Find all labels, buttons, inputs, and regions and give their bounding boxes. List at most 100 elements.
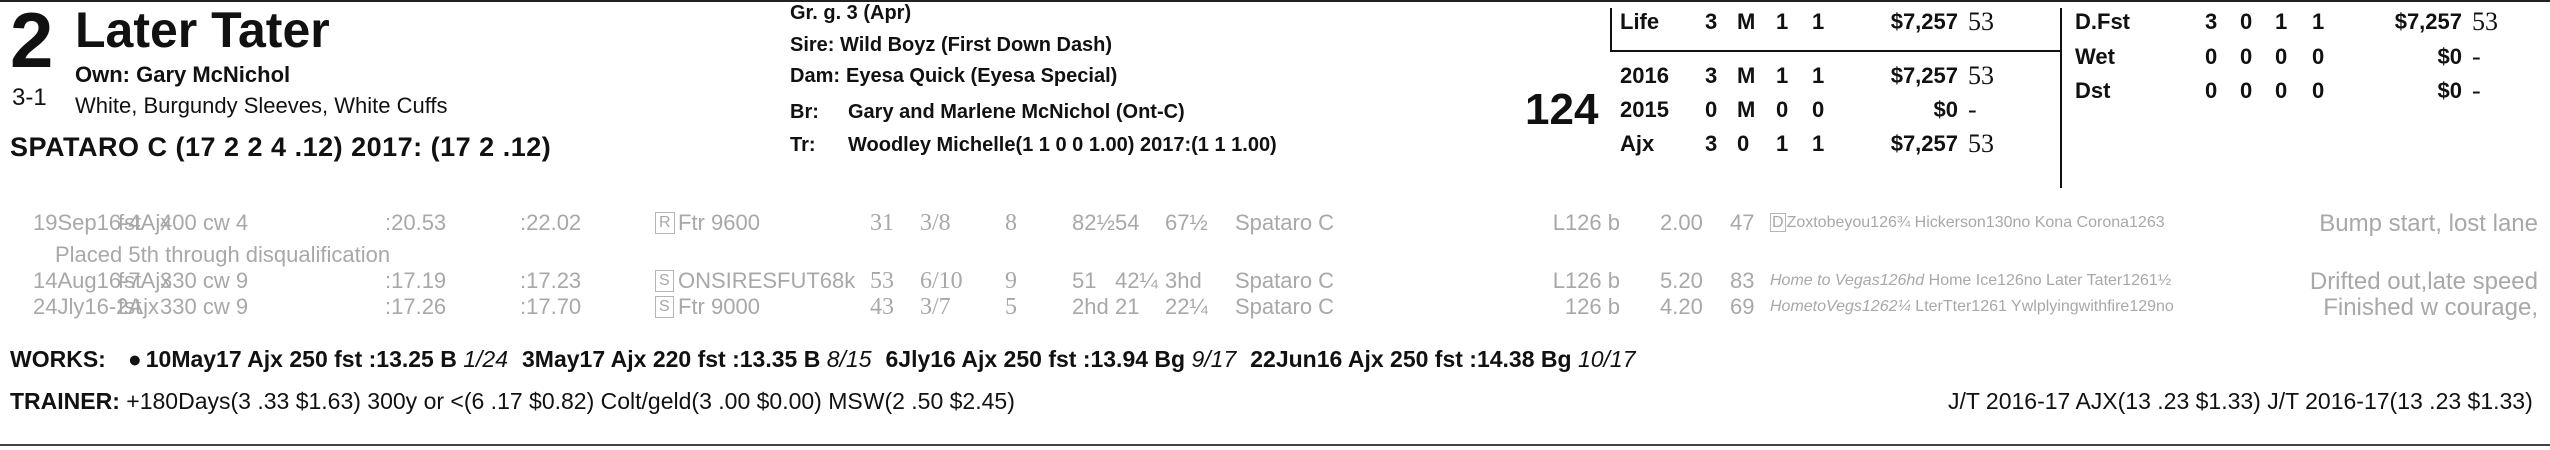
- record-label: Life: [1620, 9, 1660, 34]
- record-row-1: D.Fst 3 0 1 1 $7,257 53: [0, 4, 2550, 40]
- distance: 400 cw 4: [160, 210, 249, 235]
- first-call: 82½: [1072, 210, 1115, 235]
- rating: 69: [1730, 294, 1755, 319]
- record-p: 1: [1776, 9, 1789, 34]
- finish-position: 3hd: [1165, 268, 1202, 293]
- race-mark: R: [655, 212, 675, 234]
- trainer-label: Tr:: [790, 134, 816, 156]
- record-starts: 0: [1705, 97, 1718, 122]
- record-starts: 0: [2205, 44, 2218, 69]
- sire: Sire: Wild Boyz (First Down Dash): [790, 34, 1113, 56]
- track-condition: fst: [118, 210, 142, 235]
- company-line: HometoVegs1262¼ LterTter1261 Ywlplyingwi…: [1770, 298, 2174, 316]
- speed-figure: 31: [870, 210, 894, 236]
- assigned-weight: 124: [1525, 85, 1599, 134]
- fraction-2: :22.02: [520, 210, 582, 235]
- race-type: Ftr 9000: [678, 294, 760, 319]
- pp-line-3: 24Jly16-2Ajx fst 330 cw 9:17.26:17.70 43 3/7…: [0, 294, 2550, 324]
- finish-position: 22¼: [1165, 294, 1208, 319]
- race-mark: S: [655, 296, 674, 318]
- race-date: 19Sep16-4Ajx: [33, 210, 172, 235]
- bottom-divider: [0, 444, 2550, 446]
- dam-label: Dam:: [790, 65, 841, 87]
- first-call: 51: [1072, 268, 1097, 293]
- record-row-4: Ajx 3 0 1 1 $7,257 53: [0, 126, 2550, 162]
- pp-weight: 126 b: [1564, 294, 1620, 319]
- record-starts: 3: [1705, 9, 1718, 34]
- record-fig: -: [1968, 95, 1977, 124]
- start-position: 9: [1005, 268, 1017, 294]
- odds: 2.00: [1660, 210, 1703, 235]
- jockey-trainer-stats: J/T 2016-17 AJX(13 .23 $1.33) J/T 2016-1…: [1948, 388, 2533, 414]
- start-position: 8: [1005, 210, 1017, 236]
- race-type: ONSIRESFUT68k: [678, 268, 856, 293]
- breeder-value: Gary and Marlene McNichol (Ont-C): [848, 101, 1185, 123]
- record-earnings: $0: [2437, 44, 2462, 69]
- record-w: 0: [2240, 44, 2253, 69]
- trainer-stats-label: TRAINER:: [10, 388, 120, 414]
- work-item: 6Jly16 Ajx 250 fst :13.94 Bg 9/17: [885, 346, 1236, 372]
- record-fig: -: [2472, 76, 2481, 105]
- work-rank: 9/17: [1191, 346, 1237, 372]
- record-starts: 3: [1705, 63, 1718, 88]
- horse-description: Gr. g. 3 (Apr): [790, 2, 912, 24]
- work-item: 3May17 Ajx 220 fst :13.35 B 8/15: [522, 346, 871, 372]
- company-line: Home to Vegas126hd Home Ice126no Later T…: [1770, 272, 2171, 290]
- trainer-value: Woodley Michelle(1 1 0 0 1.00) 2017:(1 1…: [848, 134, 1277, 156]
- pp-line-1: 19Sep16-4Ajx fst 400 cw 4:20.53:22.02 31 3/8…: [0, 210, 2550, 240]
- race-mark: S: [655, 270, 674, 292]
- work-item: ● 10May17 Ajx 250 fst :13.25 B 1/24: [128, 346, 508, 372]
- record-box-divider: [2060, 8, 2062, 188]
- works-line: WORKS: ● 10May17 Ajx 250 fst :13.25 B 1/24…: [10, 346, 1650, 373]
- work-text: 22Jun16 Ajx 250 fst :14.38 Bg: [1250, 346, 1572, 372]
- odds: 4.20: [1660, 294, 1703, 319]
- speed-figure: 43: [870, 294, 894, 320]
- record-p: 1: [1776, 131, 1789, 156]
- work-rank: 8/15: [826, 346, 872, 372]
- record-row-3: Dst 0 0 0 0 $0-: [0, 73, 2550, 109]
- pp-jockey: Spataro C: [1235, 294, 1335, 319]
- track-condition: fst: [118, 268, 142, 293]
- works-label: WORKS:: [10, 346, 106, 372]
- record-w: 0: [1737, 131, 1750, 156]
- post-field: 3/7: [920, 294, 951, 320]
- record-w: 0: [2240, 78, 2253, 103]
- record-label: D.Fst: [2075, 9, 2130, 34]
- company-line: D Zoxtobeyou126¾ Hickerson130no Kona Coro…: [1770, 213, 2165, 232]
- breeder: Br: Gary and Marlene McNichol (Ont-C): [790, 101, 1185, 124]
- record-p: 1: [2275, 9, 2288, 34]
- race-note: Placed 5th through disqualification: [55, 242, 391, 267]
- second-call: 21: [1115, 294, 1140, 319]
- first-call: 2hd: [1072, 294, 1109, 319]
- record-fig: 53: [1968, 129, 1994, 158]
- record-row-2: Wet 0 0 0 0 $0-: [0, 39, 2550, 75]
- pp-weight: L126 b: [1552, 268, 1620, 293]
- record-s: 1: [1812, 63, 1825, 88]
- dam-value: Eyesa Quick (Eyesa Special): [846, 65, 1118, 87]
- work-item: 22Jun16 Ajx 250 fst :14.38 Bg 10/17: [1250, 346, 1635, 372]
- pp-jockey: Spataro C: [1235, 210, 1335, 235]
- work-rank: 10/17: [1577, 346, 1636, 372]
- dam: Dam: Eyesa Quick (Eyesa Special): [790, 65, 1117, 88]
- record-s: 0: [1812, 97, 1825, 122]
- program-number: 2: [10, 0, 54, 84]
- record-label: Wet: [2075, 44, 2115, 69]
- fraction-2: :17.70: [520, 294, 582, 319]
- work-text: 10May17 Ajx 250 fst :13.25 B: [145, 346, 457, 372]
- horse-name: Later Tater: [75, 2, 330, 58]
- top-divider: [0, 0, 2550, 2]
- record-p: 1: [1776, 63, 1789, 88]
- company-rest: LterTter1261 Ywlplyingwithfire129no: [1910, 298, 2174, 315]
- record-earnings: $0: [2437, 78, 2462, 103]
- fraction-1: :17.26: [385, 294, 447, 319]
- record-fig: -: [2472, 42, 2481, 71]
- fraction-1: :17.19: [385, 268, 447, 293]
- record-fig: 53: [2472, 7, 2498, 36]
- record-earnings: $7,257: [1890, 9, 1958, 34]
- record-earnings: $7,257: [1890, 63, 1958, 88]
- trainer-stats-line: TRAINER: +180Days(3 .33 $1.63) 300y or <…: [10, 388, 1015, 415]
- company-winner: HometoVegs1262¼: [1770, 298, 1911, 315]
- record-p: 0: [2275, 44, 2288, 69]
- race-date: 14Aug16-7Ajx: [33, 268, 172, 293]
